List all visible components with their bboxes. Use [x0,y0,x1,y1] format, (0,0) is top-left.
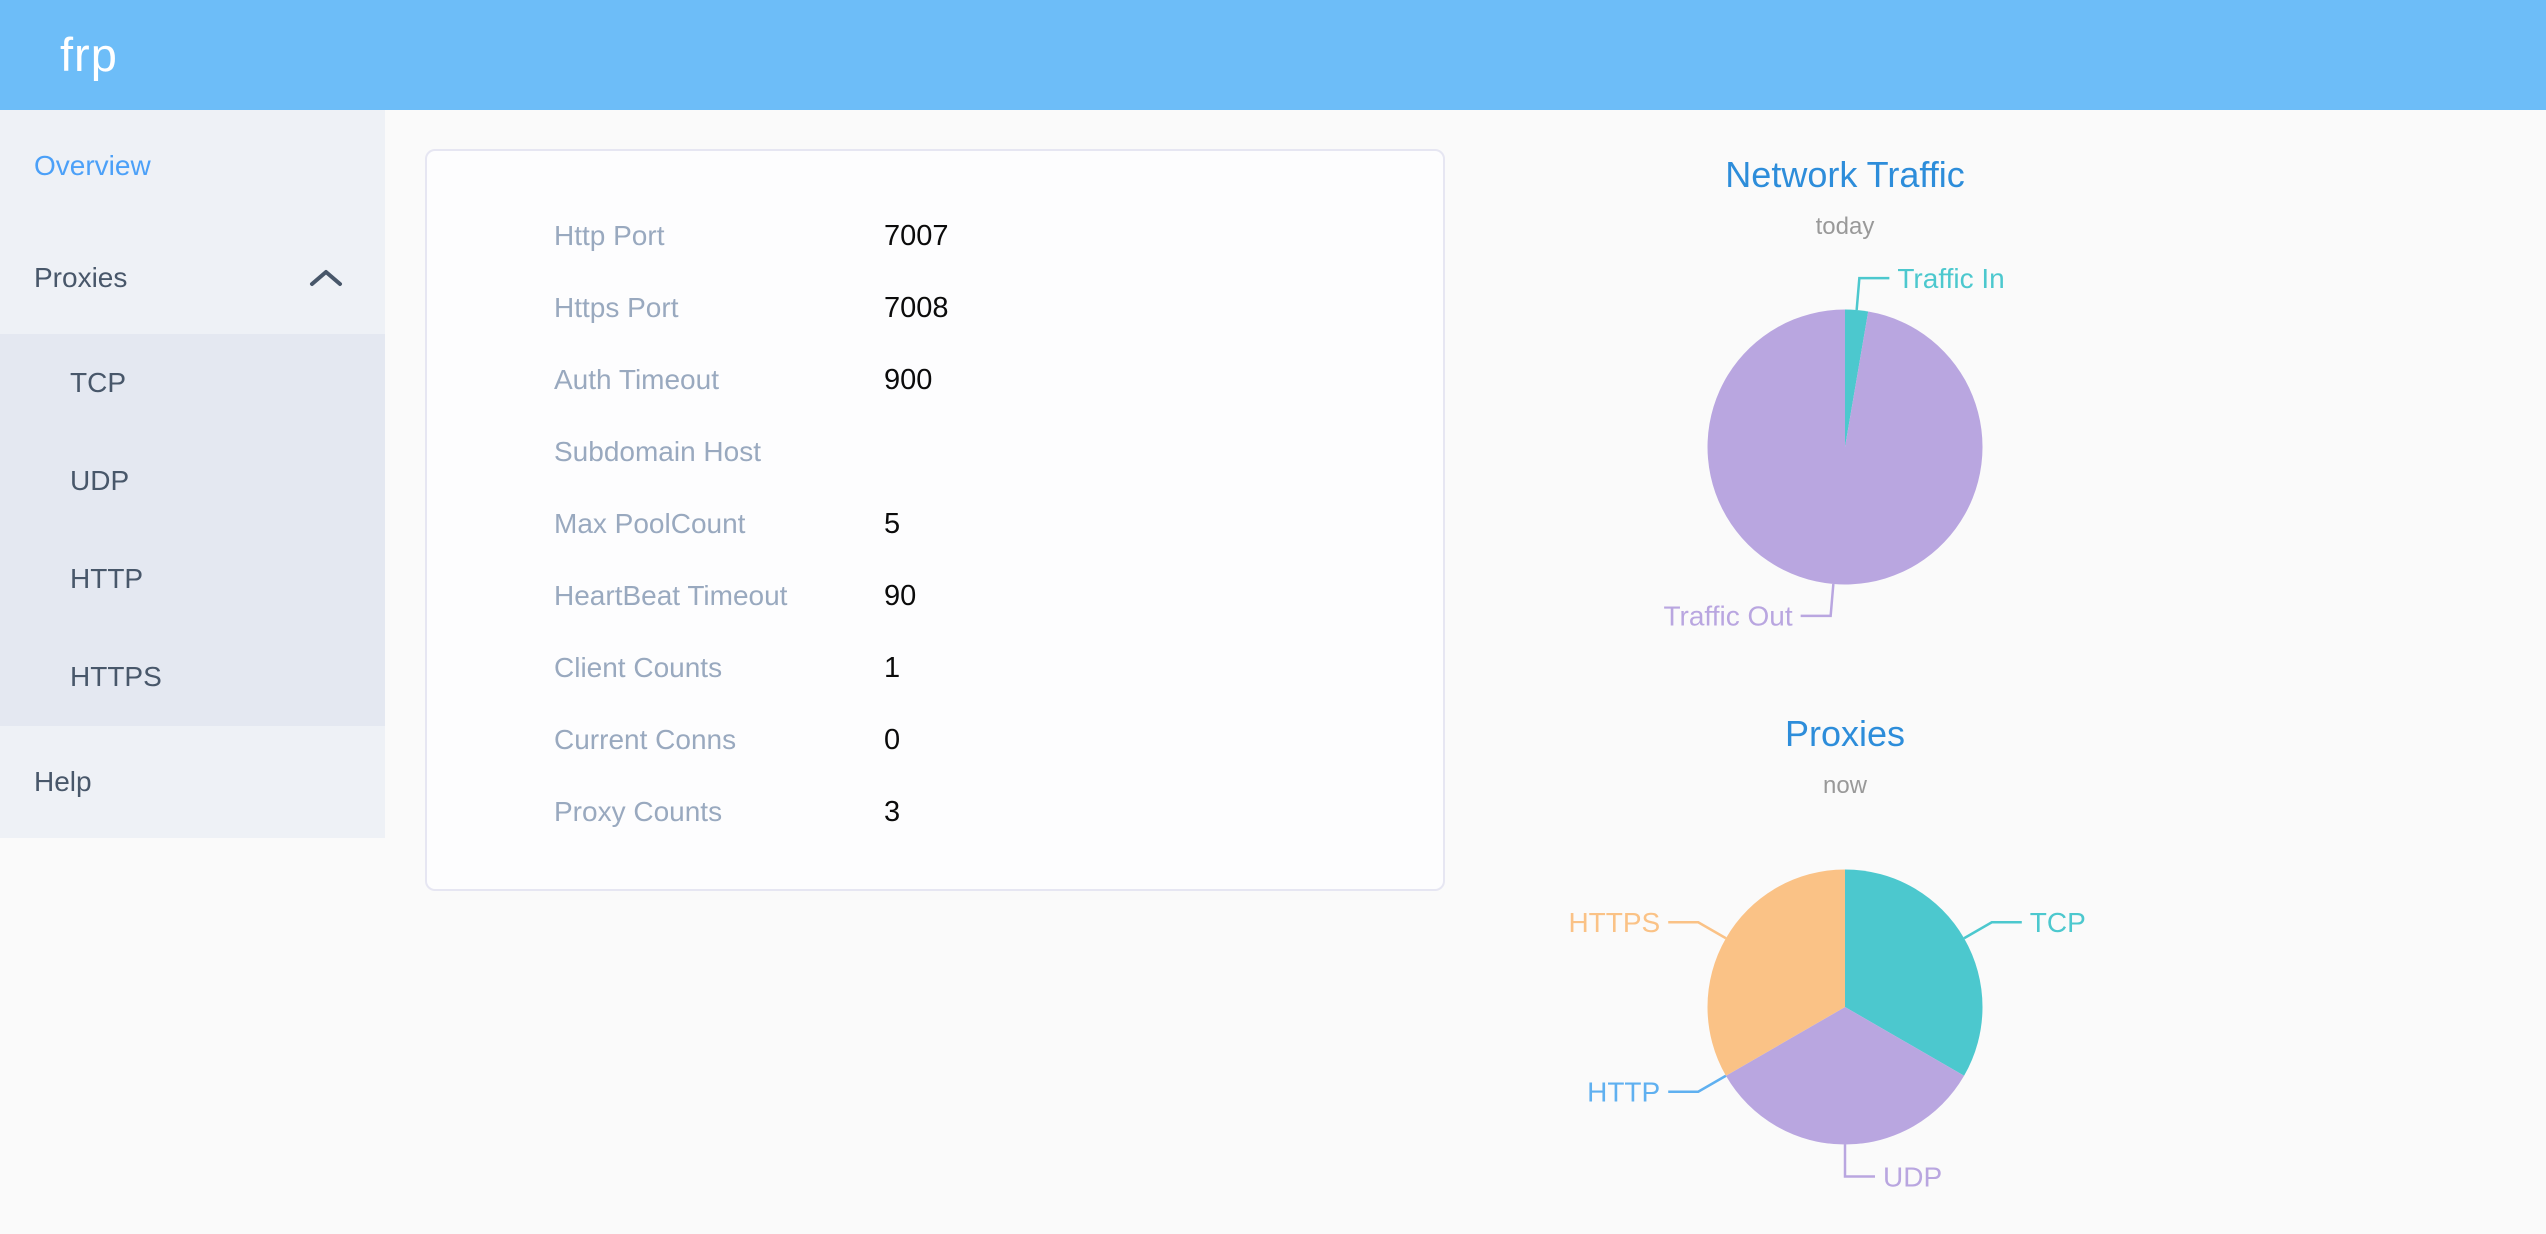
info-row-proxy-counts: Proxy Counts 3 [427,776,1443,848]
pie-slice-https[interactable] [1707,869,1845,1076]
chart-title: Network Traffic [1725,154,1965,195]
info-label: Https Port [554,292,679,323]
proxies-chart-header: Proxies now [1445,709,2245,801]
chart-subtitle: today [1815,213,1875,240]
proxies-submenu: TCP UDP HTTP HTTPS [0,334,385,726]
pie-slice-udp[interactable] [1725,1007,1965,1145]
info-label: Max PoolCount [554,508,746,539]
info-value: 5 [884,507,901,540]
info-row-current-conns: Current Conns 0 [427,704,1443,776]
pie-label-line-http [1668,1074,1727,1093]
pie-chart-network-traffic[interactable]: Traffic In Traffic Out [1645,247,2045,647]
info-label: Client Counts [554,652,723,683]
pie-slice-traffic-in[interactable] [1845,309,1869,448]
info-value: 3 [884,795,901,828]
info-value: 900 [884,363,933,396]
info-label: Http Port [554,220,665,251]
pie-slice-traffic-out[interactable] [1707,309,1983,585]
info-value: 90 [884,579,917,612]
pie-label-tcp: TCP [2030,907,2086,938]
pie-label-line-https [1668,921,1727,940]
pie-label-udp: UDP [1883,1161,1942,1192]
info-value: 0 [884,723,901,756]
info-label: Proxy Counts [554,796,723,827]
pie-label-traffic-out: Traffic Out [1663,601,1792,632]
pie-label-line-udp [1843,1144,1875,1178]
server-info-card: Http Port 7007 Https Port 7008 Auth Time… [425,149,1445,891]
chart-subtitle: now [1822,772,1868,799]
sidebar: Overview Proxies TCP UDP HTTP HTTPS Help [0,110,385,838]
sidebar-item-proxies[interactable]: Proxies [0,222,385,334]
network-traffic-chart-header: Network Traffic today [1445,150,2245,242]
pie-label-line-traffic-out [1800,583,1835,618]
pie-label-http: HTTP [1587,1077,1660,1108]
chart-title: Proxies [1784,713,1906,754]
info-value: 1 [884,651,901,684]
app-logo: frp [60,28,118,81]
sidebar-item-label: Overview [34,150,151,181]
chevron-up-icon [309,268,343,288]
pie-label-line-traffic-in [1855,276,1890,311]
sidebar-item-label: Proxies [34,262,128,293]
sidebar-item-overview[interactable]: Overview [0,110,385,222]
info-label: Auth Timeout [554,364,719,395]
sidebar-item-label: Help [34,766,92,797]
pie-label-line-tcp [1963,921,2022,940]
pie-label-https: HTTPS [1568,907,1660,938]
info-label: Current Conns [554,724,737,755]
info-row-client-counts: Client Counts 1 [427,632,1443,704]
info-row-auth-timeout: Auth Timeout 900 [427,344,1443,416]
sidebar-item-help[interactable]: Help [0,726,385,838]
info-row-max-poolcount: Max PoolCount 5 [427,488,1443,560]
sidebar-item-http[interactable]: HTTP [70,563,144,594]
pie-label-traffic-in: Traffic In [1897,263,2004,294]
sidebar-item-tcp[interactable]: TCP [70,367,126,398]
sidebar-item-https[interactable]: HTTPS [70,661,162,692]
info-row-http-port: Http Port 7007 [427,200,1443,272]
pie-slice-tcp[interactable] [1845,869,1983,1076]
info-label: HeartBeat Timeout [554,580,788,611]
sidebar-item-udp[interactable]: UDP [70,465,130,496]
info-value: 7008 [884,291,949,324]
header-bar: frp [0,0,2546,110]
server-info-rows: Http Port 7007 Https Port 7008 Auth Time… [427,151,1443,848]
info-row-subdomain-host: Subdomain Host [427,416,1443,488]
info-value: 7007 [884,219,949,252]
info-label: Subdomain Host [554,436,762,467]
info-row-heartbeat-timeout: HeartBeat Timeout 90 [427,560,1443,632]
pie-chart-proxies[interactable]: TCP UDP HTTP HTTPS [1568,807,2086,1207]
info-row-https-port: Https Port 7008 [427,272,1443,344]
